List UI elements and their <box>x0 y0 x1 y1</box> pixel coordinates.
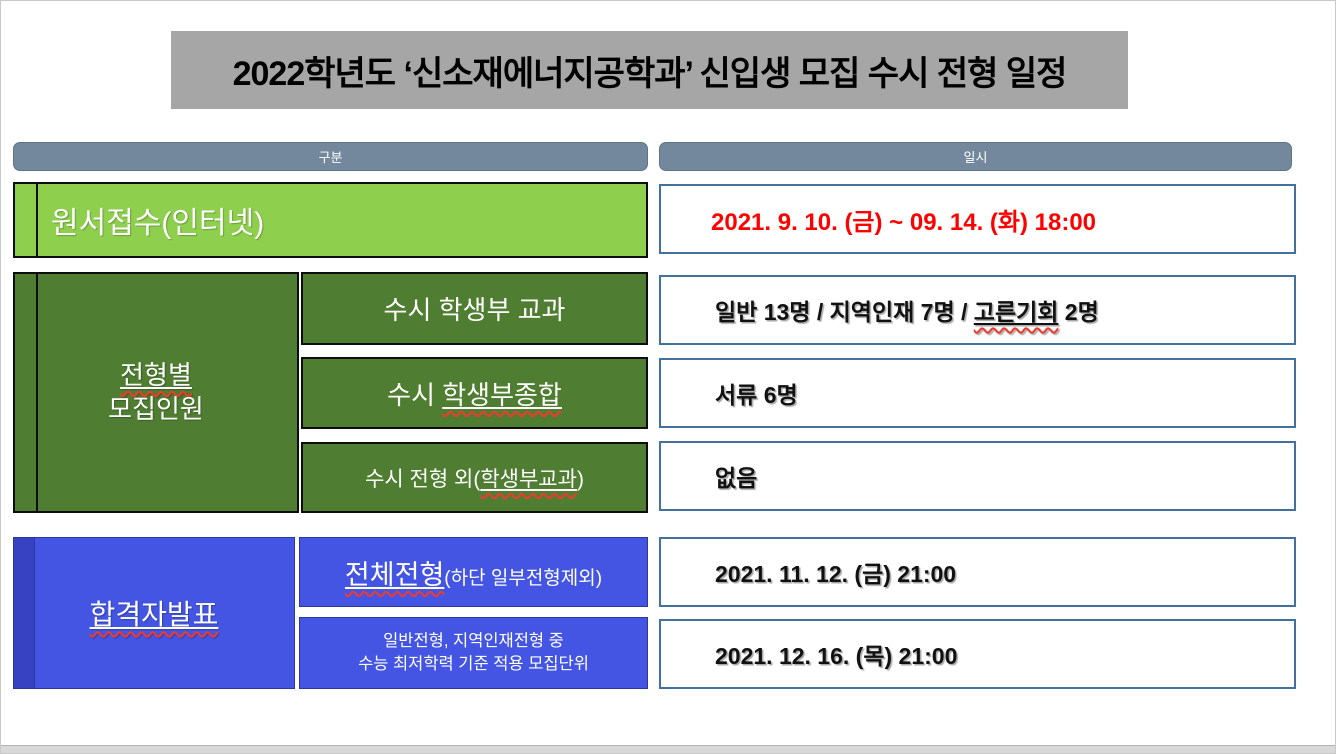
window-bottom-strip <box>1 745 1335 753</box>
row-susi-jonghap-label-cell: 수시 학생부종합 <box>301 357 648 429</box>
row-application-value: 2021. 9. 10. (금) ~ 09. 14. (화) 18:00 <box>711 208 1097 236</box>
column-header-datetime: 일시 <box>659 142 1292 171</box>
row-susi-gyogwa-value: 일반 13명 / 지역인재 7명 / 고른기회 2명 <box>715 299 1099 325</box>
row-susi-jonghap-value-cell: 서류 6명 <box>659 358 1296 428</box>
row-susi-other-label: 수시 전형 외(학생부교과) <box>365 467 584 491</box>
row-announce-all-label-cell: 전체전형(하단 일부전형제외) <box>299 537 648 607</box>
row-announce-all-value-cell: 2021. 11. 12. (금) 21:00 <box>659 537 1296 607</box>
row-announce-csat-value-cell: 2021. 12. 16. (목) 21:00 <box>659 619 1296 689</box>
title-banner: 2022학년도 ‘신소재에너지공학과’ 신입생 모집 수시 전형 일정 <box>171 31 1128 109</box>
row-susi-other-label-cell: 수시 전형 외(학생부교과) <box>301 442 648 513</box>
quota-label-line1-squiggle: 전형별 <box>120 360 192 390</box>
quota-label-line1: 전형별 <box>120 359 192 390</box>
column-header-category: 구분 <box>13 142 648 171</box>
row-application-label-cell: 원서접수(인터넷) <box>13 182 648 258</box>
row-announce-csat-label: 일반전형, 지역인재전형 중 수능 최저학력 기준 적용 모집단위 <box>358 632 589 673</box>
row-susi-gyogwa-label: 수시 학생부 교과 <box>383 295 566 325</box>
announcement-left-strip <box>14 538 35 688</box>
row-susi-other-value-cell: 없음 <box>659 441 1296 511</box>
column-header-datetime-label: 일시 <box>963 150 988 165</box>
row-announce-all-value: 2021. 11. 12. (금) 21:00 <box>715 561 957 587</box>
row-susi-gyogwa-label-cell: 수시 학생부 교과 <box>301 272 648 345</box>
row-announce-csat-value: 2021. 12. 16. (목) 21:00 <box>715 643 958 669</box>
group-quota-cell: 전형별 모집인원 <box>13 272 299 513</box>
quota-label-line2: 모집인원 <box>108 393 204 424</box>
group-quota-label: 전형별 모집인원 <box>108 359 204 427</box>
row-application-value-cell: 2021. 9. 10. (금) ~ 09. 14. (화) 18:00 <box>659 184 1296 254</box>
row-susi-gyogwa-value-cell: 일반 13명 / 지역인재 7명 / 고른기회 2명 <box>659 275 1296 345</box>
row-susi-other-value: 없음 <box>715 465 758 491</box>
group-announcement-cell: 합격자발표 <box>13 537 295 689</box>
row-susi-jonghap-value: 서류 6명 <box>715 382 798 408</box>
row-susi-jonghap-label: 수시 학생부종합 <box>387 379 562 410</box>
row-announce-all-label: 전체전형(하단 일부전형제외) <box>344 559 603 590</box>
page-title: 2022학년도 ‘신소재에너지공학과’ 신입생 모집 수시 전형 일정 <box>232 54 1068 93</box>
row-application-label: 원서접수(인터넷) <box>51 207 265 240</box>
row-announce-csat-label-cell: 일반전형, 지역인재전형 중 수능 최저학력 기준 적용 모집단위 <box>299 617 648 689</box>
group-announcement-label: 합격자발표 <box>89 599 219 630</box>
column-header-category-label: 구분 <box>318 150 343 165</box>
